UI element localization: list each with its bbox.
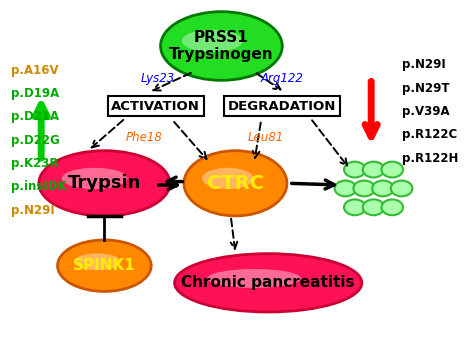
Ellipse shape <box>39 151 170 216</box>
Circle shape <box>335 181 356 196</box>
Circle shape <box>382 199 403 215</box>
Circle shape <box>363 162 384 177</box>
Circle shape <box>363 199 384 215</box>
Text: Trypsin: Trypsin <box>68 174 141 192</box>
Text: p.D19A: p.D19A <box>11 87 59 100</box>
Circle shape <box>382 162 403 177</box>
Text: p.V39A: p.V39A <box>401 105 449 118</box>
Ellipse shape <box>174 254 362 312</box>
Circle shape <box>344 199 365 215</box>
Circle shape <box>391 181 412 196</box>
Text: Chronic pancreatitis: Chronic pancreatitis <box>182 275 355 290</box>
Text: p.A16V: p.A16V <box>11 64 58 76</box>
Text: p.N29I: p.N29I <box>401 58 446 71</box>
Text: p.insIDK: p.insIDK <box>11 180 66 193</box>
Text: p.D22G: p.D22G <box>11 134 60 147</box>
Ellipse shape <box>202 168 254 189</box>
Text: Arg122: Arg122 <box>261 72 304 85</box>
Text: p.R122H: p.R122H <box>401 152 458 165</box>
Text: p.K23R: p.K23R <box>11 157 58 170</box>
Text: Phe18: Phe18 <box>126 131 163 144</box>
Ellipse shape <box>57 240 151 291</box>
Ellipse shape <box>62 168 128 189</box>
Text: ACTIVATION: ACTIVATION <box>111 100 201 112</box>
Circle shape <box>344 162 365 177</box>
Text: p.D21A: p.D21A <box>11 110 59 123</box>
Text: Lys23: Lys23 <box>141 72 175 85</box>
Ellipse shape <box>207 269 301 288</box>
Text: p.N29T: p.N29T <box>401 82 449 95</box>
Ellipse shape <box>74 253 121 270</box>
Ellipse shape <box>161 12 282 80</box>
Text: CTRC: CTRC <box>207 174 264 193</box>
Text: PRSS1
Trypsinogen: PRSS1 Trypsinogen <box>169 30 273 62</box>
Ellipse shape <box>184 151 287 216</box>
Circle shape <box>372 181 394 196</box>
Circle shape <box>354 181 375 196</box>
Text: DEGRADATION: DEGRADATION <box>228 100 337 112</box>
Text: p.R122C: p.R122C <box>401 128 457 142</box>
Text: SPINK1: SPINK1 <box>73 258 136 273</box>
Text: Leu81: Leu81 <box>248 131 284 144</box>
Ellipse shape <box>182 30 243 52</box>
Text: p.N29I: p.N29I <box>11 203 55 217</box>
